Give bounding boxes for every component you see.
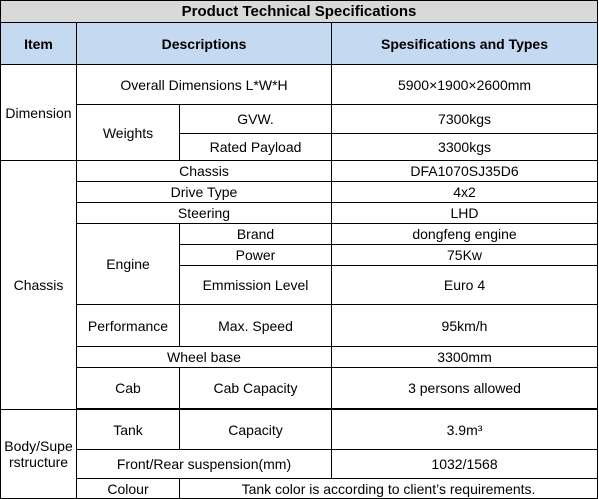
gvw-value: 7300kgs [330,104,599,134]
group-chassis: Chassis [0,160,77,410]
max-speed-label: Max. Speed [179,304,332,347]
group-body: Body/Superstructure [0,409,77,499]
steering-value: LHD [330,202,599,224]
brand-label: Brand [179,223,332,245]
payload-label: Rated Payload [179,133,332,161]
colour-value: Tank color is according to client’s requ… [178,478,599,499]
power-value: 75Kw [330,244,599,266]
cab-capacity-label: Cab Capacity [179,367,332,409]
max-speed-value: 95km/h [330,304,599,347]
drive-type-value: 4x2 [330,181,599,203]
steering-label: Steering [76,202,332,224]
emission-value: Euro 4 [330,265,599,305]
overall-dimensions-value: 5900×1900×2600mm [330,64,599,105]
table-row: Performance Max. Speed 95km/h [1,304,599,347]
table-row: Body/Superstructure Tank Capacity 3.9m³ [0,409,599,499]
suspension-value: 1032/1568 [330,449,599,479]
table-row: Colour Tank color is according to client… [1,478,599,499]
header-row: Item Descriptions Spesifications and Typ… [0,22,599,65]
table-row: Front/Rear suspension(mm) 1032/1568 [1,449,599,479]
drive-type-label: Drive Type [76,181,332,203]
emission-label: Emmission Level [179,265,332,305]
table-title: Product Technical Specifications [0,0,599,23]
table-row: Dimension Overall Dimensions L*W*H 5900×… [0,64,599,161]
wheelbase-value: 3300mm [330,346,599,368]
cab-capacity-value: 3 persons allowed [330,367,599,409]
table-row: Emmission Level Euro 4 [1,265,599,305]
wheelbase-label: Wheel base [76,346,332,368]
chassis-value: DFA1070SJ35D6 [330,160,599,182]
brand-value: dongfeng engine [330,223,599,245]
table-row: Drive Type 4x2 [1,181,599,203]
suspension-label: Front/Rear suspension(mm) [76,449,332,479]
overall-dimensions-label: Overall Dimensions L*W*H [76,64,332,105]
gvw-label: GVW. [179,104,332,134]
tank-capacity-label: Capacity [179,409,332,450]
table-row: Rated Payload 3300kgs [1,133,599,161]
table-row: Wheel base 3300mm [1,346,599,368]
title-row: Product Technical Specifications [0,0,599,23]
table-row: Weights GVW. 7300kgs [1,104,599,161]
performance-label: Performance [76,304,180,347]
tank-capacity-value: 3.9m³ [330,409,599,450]
cab-label: Cab [76,367,180,409]
table-row: Chassis Chassis DFA1070SJ35D6 [0,160,599,410]
colour-label: Colour [76,478,180,499]
payload-value: 3300kgs [330,133,599,161]
header-specs: Spesifications and Types [330,22,599,65]
table-row: Cab Cab Capacity 3 persons allowed [1,367,599,409]
table-row: Steering LHD [1,202,599,224]
power-label: Power [179,244,332,266]
tank-label: Tank [76,409,180,450]
header-descriptions: Descriptions [76,22,332,65]
weights-label: Weights [76,104,180,161]
table-row: Engine Brand dongfeng engine [1,223,599,305]
engine-label: Engine [76,223,180,305]
chassis-label: Chassis [76,160,332,182]
group-dimension: Dimension [0,64,77,161]
header-item: Item [0,22,77,65]
